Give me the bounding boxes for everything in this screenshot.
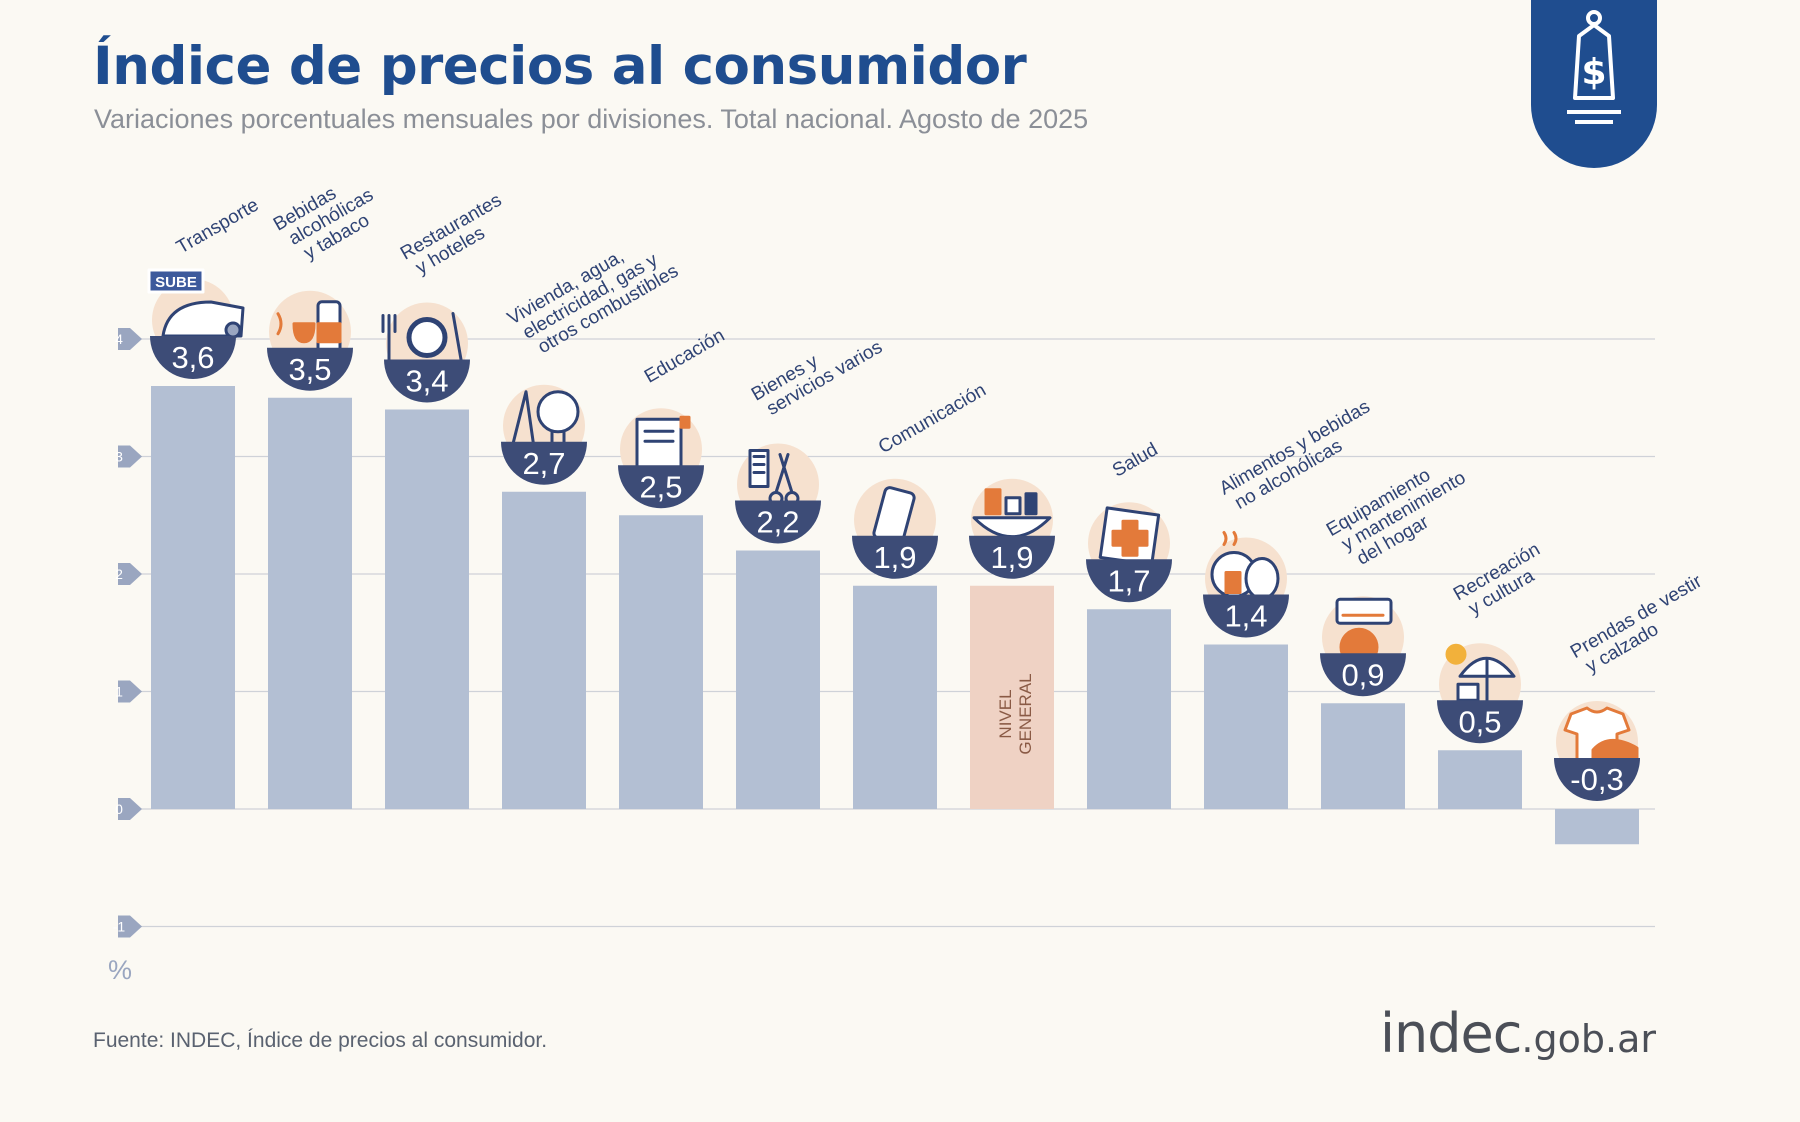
category-label: Recreacióny cultura [1450, 539, 1554, 623]
y-tick-label: 4 [115, 331, 123, 347]
value-label: 0,9 [1341, 657, 1384, 692]
logo-domain: .gob.ar [1521, 1017, 1656, 1061]
y-tick-marker [118, 798, 142, 820]
tshirt-shoe-icon [1563, 706, 1639, 764]
value-label: 3,4 [405, 364, 448, 399]
value-label: 3,6 [171, 340, 214, 375]
y-tick-marker [118, 328, 142, 350]
bar-group: 3,4 Restaurantesy hoteles [381, 190, 515, 809]
price-tag-dollar-icon: $ [1531, 0, 1657, 168]
y-axis-unit: % [108, 955, 132, 985]
bar-group: SUBE 3,6 Transporte [147, 195, 262, 809]
category-label: Restaurantesy hoteles [397, 190, 515, 282]
value-badge [1437, 700, 1523, 744]
category-label: Bienes yservicios varios [748, 319, 886, 422]
page-subtitle: Variaciones porcentuales mensuales por d… [94, 104, 1089, 134]
value-badge [1320, 653, 1406, 697]
medical-cross-icon [1098, 506, 1161, 567]
bar [853, 585, 937, 809]
bus-sube-card-icon: SUBE [147, 268, 245, 339]
category-label: NIVELGENERAL [996, 673, 1035, 754]
food-plate-icon [1210, 531, 1280, 600]
page-title: Índice de precios al consumidor [93, 36, 1027, 97]
value-label: 3,5 [288, 352, 331, 387]
value-label: 1,9 [873, 540, 916, 575]
svg-text:$: $ [1581, 52, 1606, 93]
bar-group: 2,5 Educación [618, 325, 728, 809]
value-label: 1,9 [990, 540, 1033, 575]
value-label: -0,3 [1570, 762, 1623, 797]
bar [1321, 703, 1405, 809]
category-label: Vivienda, agua,electricidad, gas yotros … [504, 226, 682, 364]
bar [1087, 609, 1171, 809]
value-badge [150, 336, 236, 379]
svg-text:SUBE: SUBE [155, 274, 197, 291]
y-tick-marker [118, 915, 142, 938]
value-badge [1086, 559, 1172, 603]
y-tick-marker [118, 445, 142, 468]
value-badge [501, 441, 587, 485]
value-badge [852, 535, 938, 579]
value-label: 2,7 [522, 446, 565, 481]
category-label: Prendas de vestiry calzado [1567, 571, 1716, 681]
bar [1204, 644, 1288, 809]
category-label: Comunicación [875, 380, 990, 458]
category-label: Equipamientoy mantenimientodel hogar [1323, 450, 1479, 576]
bar [1438, 750, 1522, 809]
bar-group: 3,5 Bebidasalcohólicasy tabaco [267, 167, 387, 809]
bar [736, 550, 820, 809]
bar [151, 386, 235, 809]
source-note: Fuente: INDEC, Índice de precios al cons… [93, 1029, 548, 1052]
bar-group: 1,9 Comunicación [852, 380, 990, 809]
bar [268, 397, 352, 809]
value-badge [735, 500, 821, 544]
category-label: Bebidasalcohólicasy tabaco [270, 167, 387, 270]
category-label: Transporte [173, 195, 262, 259]
y-tick-label: -1 [113, 919, 126, 935]
value-label: 2,2 [756, 505, 799, 540]
bar-group: 1,7 Salud [1086, 439, 1172, 809]
y-tick-label: 1 [115, 684, 123, 700]
category-label: Salud [1109, 439, 1162, 481]
beach-umbrella-icon [1445, 643, 1516, 706]
indec-logo: indec.gob.ar [1380, 1002, 1656, 1065]
book-icon [635, 415, 691, 471]
bar-group: 0,5 Recreacióny cultura [1437, 539, 1554, 809]
logo-main: indec [1380, 1002, 1522, 1065]
shopping-basket-icon [972, 488, 1052, 539]
y-tick-marker [118, 563, 142, 585]
value-label: 1,4 [1224, 599, 1267, 634]
bar [502, 491, 586, 809]
y-tick-marker [118, 680, 142, 703]
value-badge [267, 347, 353, 391]
bar [1555, 809, 1639, 845]
value-badge [969, 535, 1055, 579]
value-badge [1203, 594, 1289, 638]
y-tick-label: 0 [115, 801, 123, 817]
comb-scissors-icon [748, 449, 800, 506]
bar [619, 515, 703, 809]
value-label: 1,7 [1107, 563, 1150, 598]
category-label: Educación [641, 325, 728, 388]
bar-group: -0,3 Prendas de vestiry calzado [1554, 571, 1716, 845]
bar [385, 409, 469, 809]
value-badge [1554, 758, 1640, 801]
value-label: 0,5 [1458, 704, 1501, 739]
value-badge [384, 359, 470, 403]
bar-group: 0,9 Equipamientoy mantenimientodel hogar [1320, 450, 1479, 809]
y-tick-label: 3 [115, 449, 123, 465]
y-tick-label: 2 [115, 566, 123, 582]
lightbulb-tools-icon [510, 390, 580, 450]
value-badge [618, 465, 704, 509]
wine-bottle-icon [276, 300, 342, 354]
bar-group: 1,9 NIVELGENERAL [969, 478, 1055, 809]
bar [970, 585, 1054, 809]
value-label: 2,5 [639, 469, 682, 504]
